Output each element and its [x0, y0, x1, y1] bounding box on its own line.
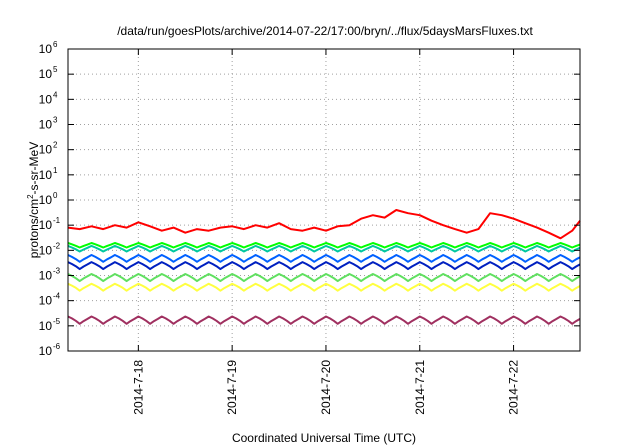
series-line-5: [67, 261, 581, 271]
x-axis-ticks: 2014-7-18 2014-7-19 2014-7-20 2014-7-21 2014…: [131, 49, 521, 415]
y-tick-label: 10: [39, 118, 53, 132]
y-axis-label-superscript: 2: [26, 194, 35, 199]
y-axis-label: protons/cm2-s-sr-MeV: [26, 142, 41, 258]
y-tick-exponent: 1: [53, 166, 58, 175]
y-tick-exponent: -3: [53, 267, 61, 276]
x-tick-label: 2014-7-21: [413, 360, 427, 415]
y-tick-exponent: 3: [53, 116, 58, 125]
y-tick-label: 10: [39, 243, 53, 257]
y-axis-ticks: 10 -610 -510 -410 -310 -210 -110 010 110 210 310 41…: [39, 40, 580, 358]
y-tick-exponent: -5: [53, 317, 61, 326]
series-line-8: [67, 315, 581, 325]
series-line-1: [67, 209, 581, 240]
data-series: [67, 209, 581, 325]
y-tick-label: 10: [39, 294, 53, 308]
y-axis-label-main: protons/cm: [27, 199, 41, 258]
y-tick-label: 10: [39, 193, 53, 207]
x-tick-label: 2014-7-22: [507, 360, 521, 415]
series-line-6: [67, 273, 581, 283]
y-tick-exponent: 5: [53, 65, 58, 74]
x-axis-label: Coordinated Universal Time (UTC): [232, 431, 416, 445]
y-tick-label: 10: [39, 168, 53, 182]
y-tick-label: 10: [39, 143, 53, 157]
grid-lines: [68, 49, 580, 351]
x-tick-label: 2014-7-20: [319, 360, 333, 415]
series-line-4: [67, 254, 581, 263]
y-tick-label: 10: [39, 42, 53, 56]
series-line-7: [67, 282, 581, 292]
y-tick-label: 10: [39, 344, 53, 358]
chart-title: /data/run/goesPlots/archive/2014-07-22/1…: [117, 24, 533, 38]
y-tick-label: 10: [39, 67, 53, 81]
y-tick-label: 10: [39, 218, 53, 232]
series-line-3: [67, 244, 581, 253]
y-tick-exponent: 2: [53, 141, 58, 150]
y-tick-exponent: 4: [53, 90, 58, 99]
y-tick-label: 10: [39, 319, 53, 333]
y-tick-exponent: -6: [53, 342, 61, 351]
y-tick-label: 10: [39, 92, 53, 106]
series-line-2: [67, 242, 581, 249]
y-tick-exponent: -2: [53, 241, 61, 250]
y-tick-exponent: 0: [53, 191, 58, 200]
x-tick-label: 2014-7-18: [131, 360, 145, 415]
y-tick-exponent: -1: [53, 216, 61, 225]
y-tick-label: 10: [39, 269, 53, 283]
y-tick-exponent: 6: [53, 40, 58, 49]
y-axis-label-rest: -s-sr-MeV: [27, 142, 41, 195]
x-tick-label: 2014-7-19: [225, 360, 239, 415]
y-tick-exponent: -4: [53, 292, 61, 301]
